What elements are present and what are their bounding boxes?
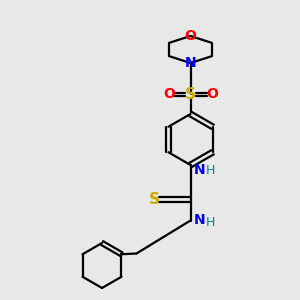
Text: H: H [205,215,215,229]
Text: S: S [149,192,160,207]
Text: N: N [194,163,205,176]
Text: H: H [205,164,215,178]
Text: O: O [184,29,196,43]
Text: O: O [163,88,175,101]
Text: N: N [185,56,196,70]
Text: O: O [206,88,218,101]
Text: S: S [185,87,196,102]
Text: N: N [194,214,205,227]
